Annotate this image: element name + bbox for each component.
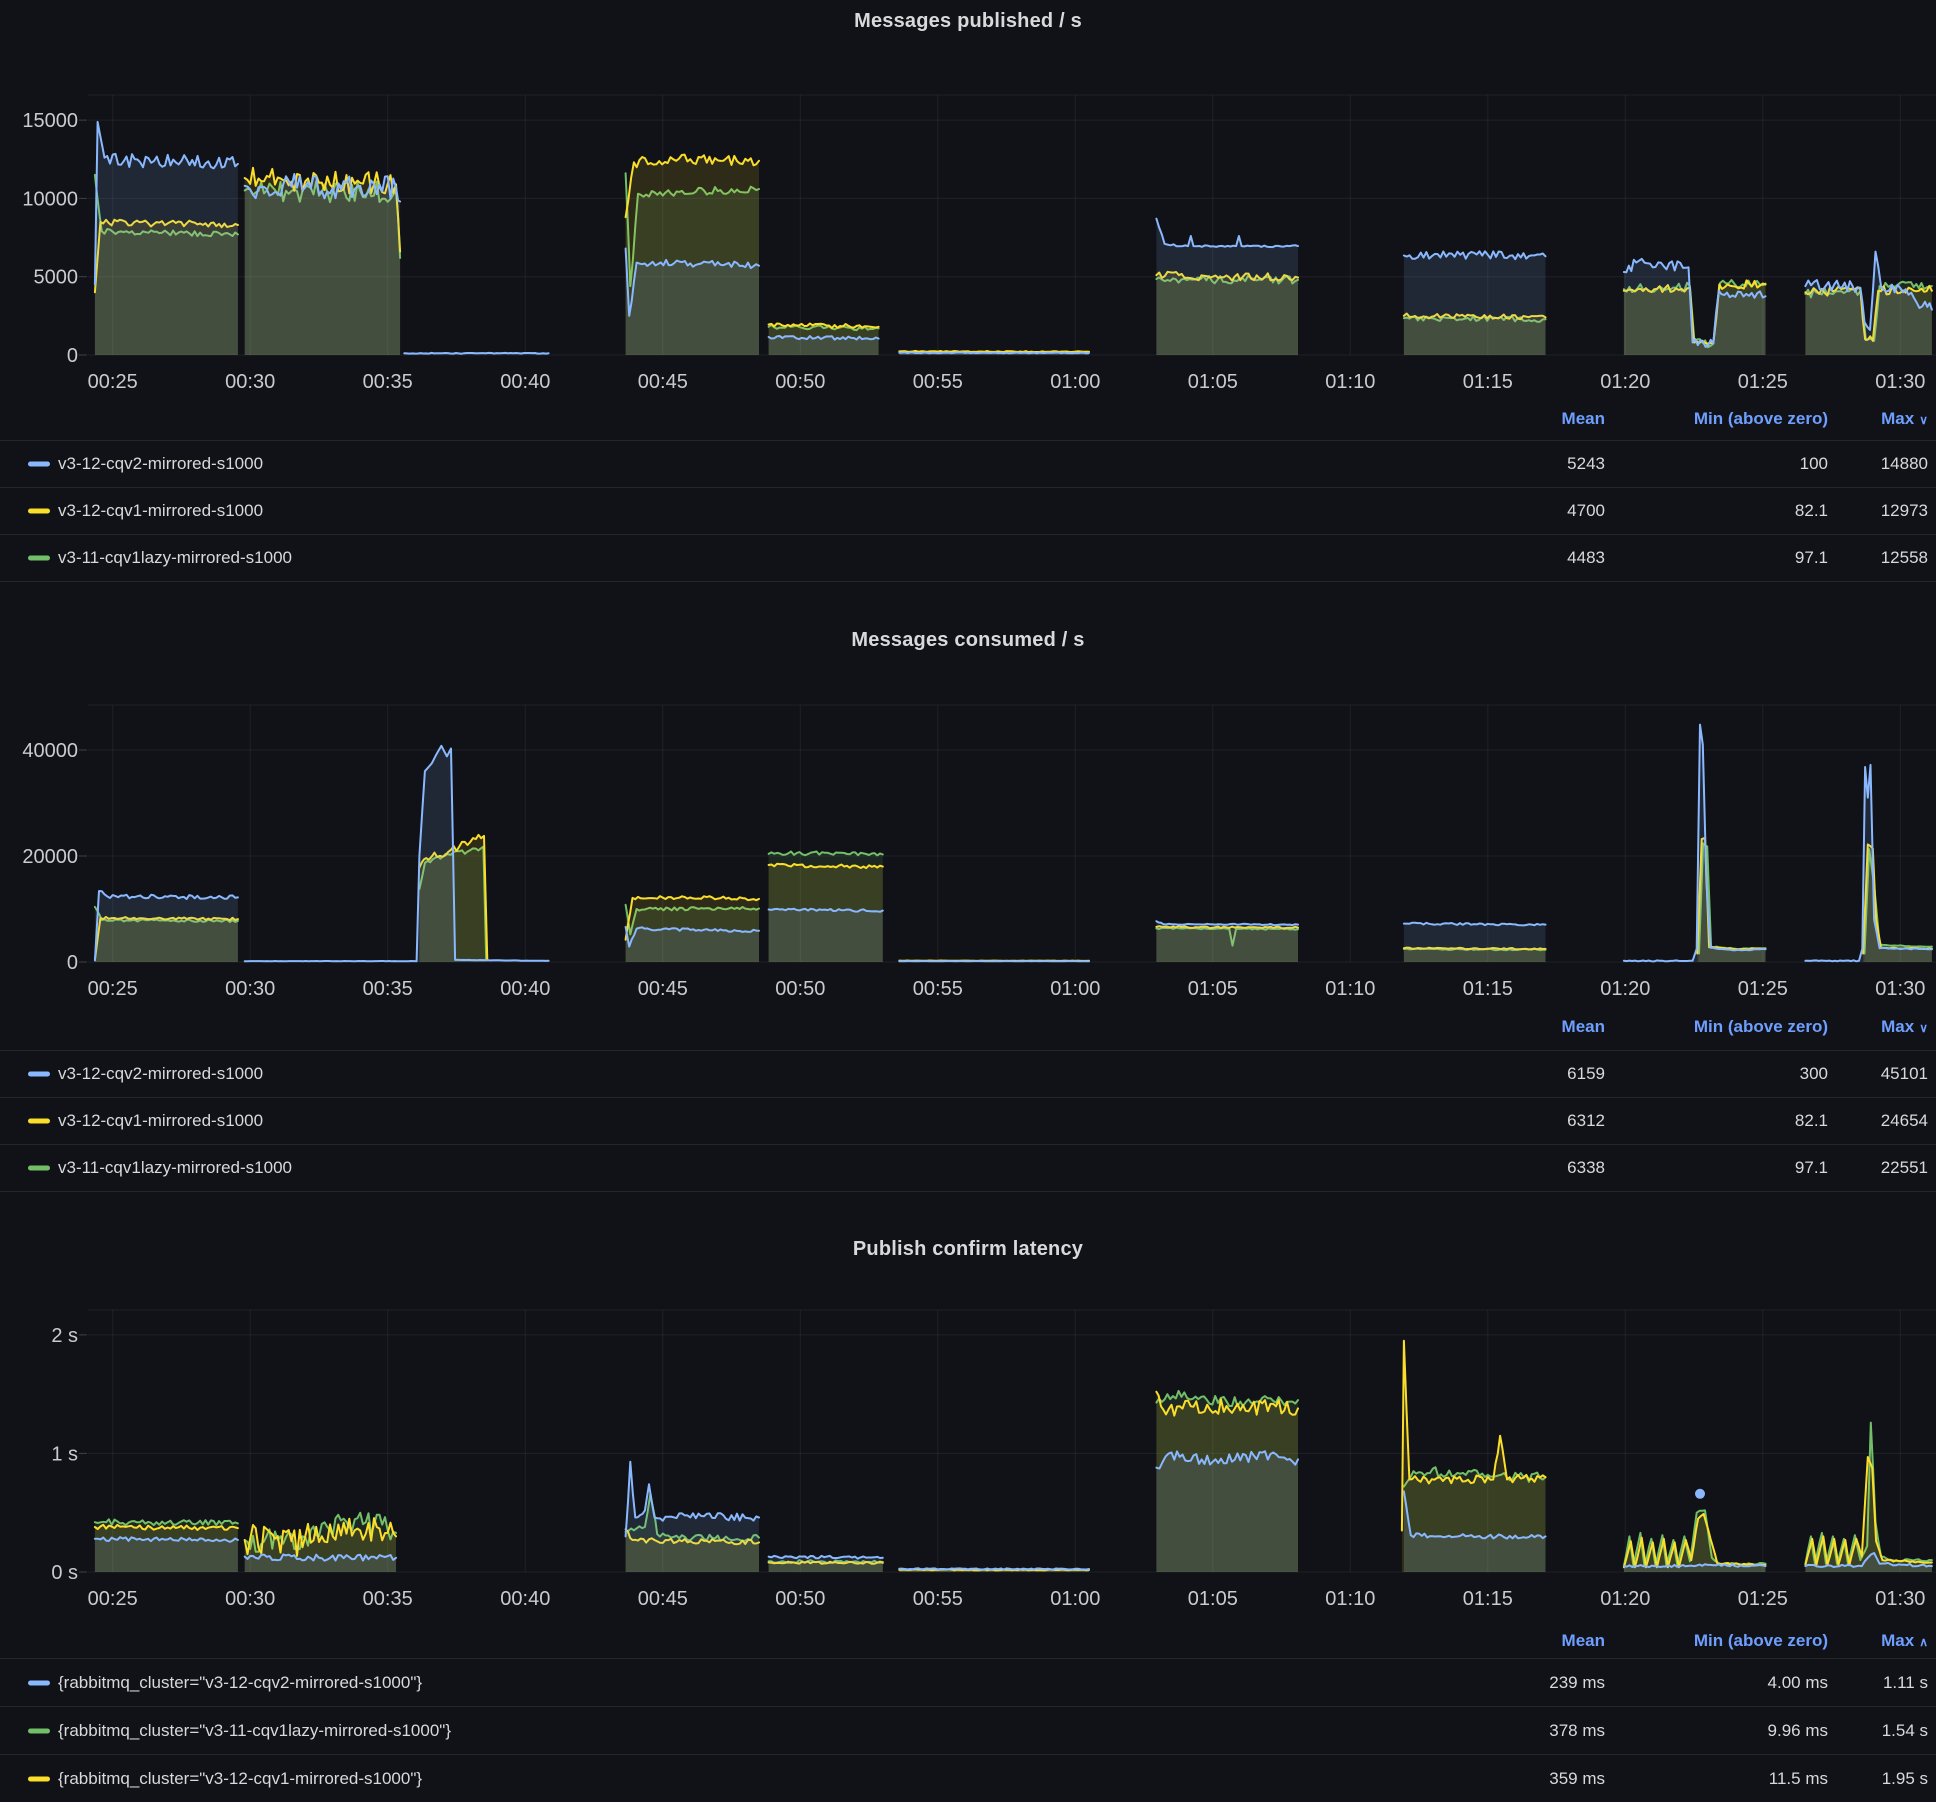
x-tick-label: 01:00 (1050, 371, 1100, 393)
x-tick-label: 00:45 (638, 978, 688, 1000)
x-tick-label: 01:10 (1325, 978, 1375, 1000)
x-tick-label: 00:25 (88, 978, 138, 1000)
x-tick-label: 01:10 (1325, 371, 1375, 393)
x-tick-label: 01:20 (1600, 978, 1650, 1000)
x-tick-label: 01:20 (1600, 371, 1650, 393)
plot-area-panel-0[interactable] (88, 95, 1936, 355)
y-tick-label: 1 s (51, 1443, 78, 1465)
x-tick-label: 00:45 (638, 1588, 688, 1610)
y-tick-label: 5000 (34, 267, 79, 289)
x-tick-label: 01:05 (1188, 371, 1238, 393)
x-tick-label: 00:45 (638, 371, 688, 393)
x-tick-label: 01:30 (1875, 1588, 1925, 1610)
x-tick-label: 00:35 (363, 1588, 413, 1610)
x-tick-label: 00:55 (913, 371, 963, 393)
y-tick-label: 0 (67, 952, 78, 974)
x-tick-label: 00:50 (775, 978, 825, 1000)
x-tick-label: 01:00 (1050, 1588, 1100, 1610)
x-tick-label: 01:15 (1463, 978, 1513, 1000)
panel-chart-0: 00:25 00:30 00:35 00:40 00:45 00:50 00:55 01:00… (22, 95, 1936, 393)
y-tick-label: 2 s (51, 1325, 78, 1347)
x-tick-label: 01:30 (1875, 978, 1925, 1000)
x-tick-label: 01:25 (1738, 371, 1788, 393)
x-tick-label: 00:40 (500, 1588, 550, 1610)
plot-area-panel-2[interactable] (88, 1310, 1936, 1572)
y-tick-label: 20000 (22, 846, 78, 868)
x-tick-label: 00:30 (225, 978, 275, 1000)
x-tick-label: 00:30 (225, 1588, 275, 1610)
panel-chart-2: 00:25 00:30 00:35 00:40 00:45 00:50 00:55 01:00… (51, 1310, 1936, 1610)
x-tick-label: 00:25 (88, 371, 138, 393)
x-tick-label: 00:55 (913, 1588, 963, 1610)
x-tick-label: 00:50 (775, 371, 825, 393)
y-tick-label: 0 (67, 345, 78, 367)
y-tick-label: 10000 (22, 188, 78, 210)
x-tick-label: 00:55 (913, 978, 963, 1000)
x-tick-label: 01:20 (1600, 1588, 1650, 1610)
plot-area-panel-1[interactable] (88, 705, 1936, 962)
x-tick-label: 01:05 (1188, 1588, 1238, 1610)
x-tick-label: 01:10 (1325, 1588, 1375, 1610)
x-tick-label: 00:40 (500, 978, 550, 1000)
panel-chart-1: 00:25 00:30 00:35 00:40 00:45 00:50 00:55 01:00… (22, 705, 1936, 1000)
x-tick-label: 00:40 (500, 371, 550, 393)
x-tick-label: 01:30 (1875, 371, 1925, 393)
x-tick-label: 00:25 (88, 1588, 138, 1610)
x-tick-label: 01:05 (1188, 978, 1238, 1000)
x-tick-label: 01:25 (1738, 978, 1788, 1000)
y-tick-label: 40000 (22, 740, 78, 762)
x-tick-label: 00:35 (363, 978, 413, 1000)
x-tick-label: 00:35 (363, 371, 413, 393)
x-tick-label: 01:15 (1463, 1588, 1513, 1610)
x-tick-label: 01:25 (1738, 1588, 1788, 1610)
x-tick-label: 01:00 (1050, 978, 1100, 1000)
y-tick-label: 15000 (22, 110, 78, 132)
x-tick-label: 01:15 (1463, 371, 1513, 393)
x-tick-label: 00:30 (225, 371, 275, 393)
y-tick-label: 0 s (51, 1562, 78, 1584)
x-tick-label: 00:50 (775, 1588, 825, 1610)
